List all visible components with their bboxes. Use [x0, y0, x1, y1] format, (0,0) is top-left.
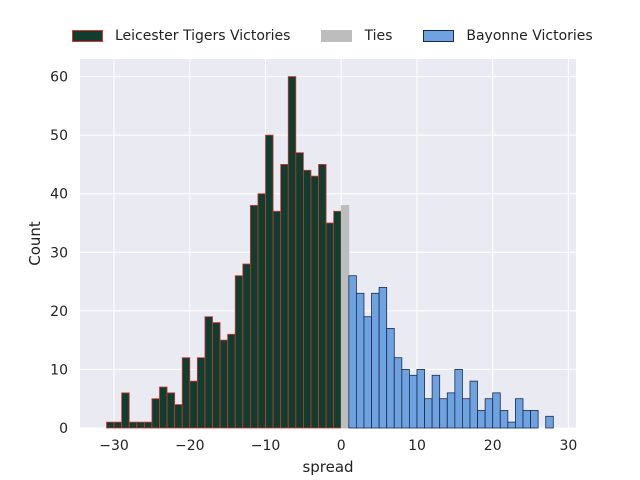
histogram-bar	[280, 164, 289, 429]
histogram-bar	[121, 392, 130, 429]
y-tick-label: 50	[50, 128, 68, 144]
histogram-bar	[515, 398, 524, 429]
histogram-bar	[477, 410, 486, 429]
histogram-bar	[181, 357, 191, 429]
histogram-bar	[310, 175, 319, 429]
histogram-bar	[454, 369, 463, 429]
histogram-bar	[204, 316, 213, 429]
histogram-bar	[196, 357, 206, 429]
histogram-bar	[249, 205, 259, 429]
y-tick-label: 20	[50, 304, 68, 320]
histogram-bar	[424, 398, 433, 429]
histogram-bar	[318, 164, 327, 429]
histogram-bar	[189, 380, 198, 429]
histogram-bar	[333, 210, 342, 429]
legend-label-bayonne: Bayonne Victories	[466, 28, 593, 44]
histogram-bar	[530, 410, 539, 429]
legend-swatch-ties	[321, 30, 353, 42]
histogram-bar	[295, 152, 304, 429]
histogram-bar	[234, 275, 244, 429]
histogram-bar	[507, 421, 516, 429]
histogram-bar	[128, 421, 138, 429]
histogram-bar	[378, 287, 388, 429]
legend-label-ties: Ties	[364, 28, 393, 44]
histogram-bar	[439, 398, 448, 429]
histogram-bar	[363, 316, 372, 429]
x-tick-label: −30	[99, 438, 129, 454]
x-tick-label: 0	[337, 438, 346, 454]
histogram-bar	[484, 398, 494, 429]
histogram-bar	[401, 369, 410, 429]
legend: Leicester Tigers Victories Ties Bayonne …	[72, 26, 593, 46]
histogram-bar	[416, 369, 425, 429]
histogram-bar	[242, 263, 251, 429]
x-tick-label: 20	[484, 438, 502, 454]
histogram-bar	[469, 380, 478, 429]
histogram-bar	[431, 374, 441, 429]
histogram-bar	[113, 421, 123, 429]
histogram-bar	[151, 398, 160, 429]
x-tick-label: −10	[251, 438, 281, 454]
y-axis-label: Count	[26, 221, 44, 266]
histogram-bar	[287, 76, 297, 429]
x-tick-label: 30	[560, 438, 578, 454]
histogram-bar	[348, 275, 357, 429]
histogram-bar	[340, 205, 350, 429]
legend-item-ties: Ties	[321, 28, 392, 44]
legend-label-leicester: Leicester Tigers Victories	[115, 28, 291, 44]
legend-item-bayonne: Bayonne Victories	[423, 28, 593, 44]
histogram-bar	[499, 410, 509, 429]
histogram-bar	[272, 210, 282, 429]
histogram-bar	[355, 292, 365, 429]
histogram-bar	[325, 222, 335, 429]
histogram-bar	[462, 398, 471, 429]
y-tick-label: 0	[59, 421, 68, 437]
x-tick-label: 10	[408, 438, 426, 454]
histogram-bar	[446, 392, 456, 429]
x-axis-label: spread	[302, 458, 353, 476]
histogram-bar	[371, 292, 380, 429]
histogram-bar	[257, 193, 266, 429]
histogram-bar	[265, 134, 274, 429]
y-tick-label: 40	[50, 187, 68, 203]
histogram-bar	[166, 392, 176, 429]
histogram-bar	[302, 169, 312, 429]
y-tick-label: 60	[50, 70, 68, 86]
histogram-bar	[227, 333, 236, 429]
histogram-bar	[143, 421, 153, 429]
histogram-bar	[492, 392, 501, 429]
histogram-bar	[174, 404, 183, 429]
legend-swatch-leicester	[72, 30, 103, 42]
histogram-bar	[212, 322, 221, 429]
histogram-bar	[408, 374, 418, 429]
x-tick-label: −20	[175, 438, 205, 454]
histogram-bar	[393, 357, 403, 429]
histogram-bar	[106, 421, 115, 429]
legend-swatch-bayonne	[423, 30, 455, 42]
y-tick-label: 30	[50, 245, 68, 261]
histogram-bar	[219, 339, 229, 429]
histogram-bar	[136, 421, 145, 429]
histogram-bar	[522, 410, 531, 429]
histogram-bar	[545, 415, 554, 429]
histogram-bar	[386, 328, 395, 429]
histogram-bar	[159, 386, 168, 429]
legend-item-leicester: Leicester Tigers Victories	[72, 28, 290, 44]
y-tick-label: 10	[50, 362, 68, 378]
